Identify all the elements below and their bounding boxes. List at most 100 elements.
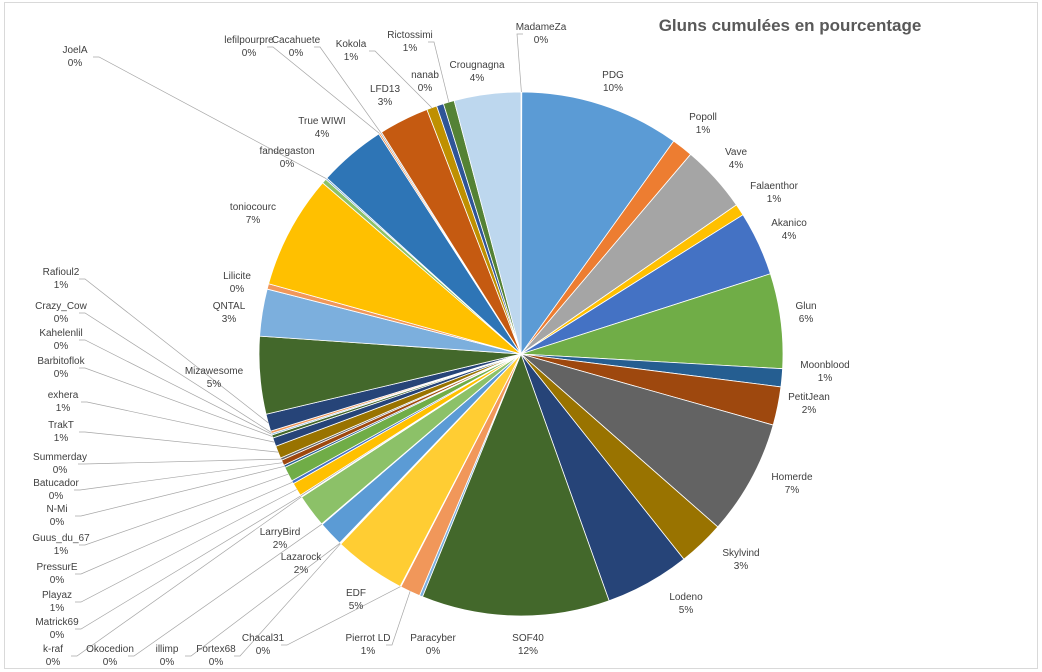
slice-label-percent: 7% <box>246 215 261 226</box>
slice-label-name: Kokola <box>336 39 367 50</box>
slice-label-percent: 3% <box>378 97 393 108</box>
leader-line-crazy-cow <box>79 312 272 433</box>
slice-label-name: fandegaston <box>259 146 314 157</box>
chart-title: Gluns cumulées en pourcentage <box>658 16 922 35</box>
slice-label-percent: 0% <box>160 657 175 668</box>
slice-label-name: Fortex68 <box>196 644 236 655</box>
slice-label-name: Guus_du_67 <box>32 533 90 544</box>
leader-line-rictossimi <box>428 41 450 103</box>
slice-label-name: Barbitoflok <box>37 356 85 367</box>
slice-label-percent: 4% <box>729 160 744 171</box>
slice-label-percent: 0% <box>242 48 257 59</box>
slice-label-percent: 1% <box>767 194 782 205</box>
slice-label-name: TrakT <box>48 420 74 431</box>
slice-label-name: Falaenthor <box>750 181 798 192</box>
leader-line-n-mi <box>75 465 285 517</box>
slice-label-percent: 3% <box>222 314 237 325</box>
slice-label-name: QNTAL <box>213 301 246 312</box>
leader-line-kokola <box>369 50 433 108</box>
slice-label-name: illimp <box>156 644 179 655</box>
leader-line-playaz <box>75 489 297 603</box>
leader-line-chacal31 <box>281 586 401 646</box>
slice-label-name: Batucador <box>33 478 79 489</box>
pie-slice-toniocourc <box>268 182 522 355</box>
slice-label-percent: 5% <box>207 379 222 390</box>
slice-label-name: Rafioul2 <box>43 267 80 278</box>
leader-line-pressure <box>75 481 293 575</box>
slice-label-percent: 2% <box>802 405 817 416</box>
slice-label-name: LFD13 <box>370 84 400 95</box>
leader-line-joela <box>93 56 327 180</box>
leader-line-rafioul2 <box>79 278 269 424</box>
slice-label-name: Rictossimi <box>387 30 433 41</box>
leader-line-exhera <box>81 401 275 443</box>
slice-label-percent: 0% <box>49 491 64 502</box>
slice-label-name: PetitJean <box>788 392 830 403</box>
slice-label-name: Paracyber <box>410 633 456 644</box>
slice-label-name: Moonblood <box>800 360 849 371</box>
slice-label-percent: 0% <box>230 284 245 295</box>
pie-slice-homerde <box>520 353 774 528</box>
leader-line-guus-du-67 <box>79 473 289 546</box>
slice-label-percent: 1% <box>54 433 69 444</box>
slice-label-percent: 0% <box>50 630 65 641</box>
slice-label-percent: 0% <box>54 341 69 352</box>
slice-label-name: lefilpourpre <box>224 35 274 46</box>
slice-labels: MadameZa 0% PDG 10% Popoll 1% Vave 4% Falaenthor… <box>32 22 849 668</box>
slice-label-percent: 1% <box>54 546 69 557</box>
leader-line-lefilpourpre <box>267 46 380 134</box>
slice-label-name: Popoll <box>689 112 717 123</box>
pie-slice-pdg <box>520 91 675 356</box>
slice-label-percent: 1% <box>361 646 376 657</box>
slice-label-name: k-raf <box>43 644 63 655</box>
pie-slice-sof40 <box>421 352 610 617</box>
slice-label-name: MadameZa <box>516 22 567 33</box>
slice-label-name: Cacahuete <box>272 35 321 46</box>
slice-label-percent: 0% <box>50 517 65 528</box>
slice-label-percent: 0% <box>54 369 69 380</box>
leader-line-batucador <box>74 462 283 491</box>
slice-label-name: JoelA <box>62 45 87 56</box>
slice-label-percent: 0% <box>256 646 271 657</box>
slice-label-name: Skylvind <box>722 548 759 559</box>
leader-lines <box>71 33 523 657</box>
slice-label-name: toniocourc <box>230 202 276 213</box>
slice-label-name: Kahelenlil <box>39 328 82 339</box>
slice-label-name: Okocedion <box>86 644 134 655</box>
leader-line-trakt <box>79 431 279 453</box>
slice-label-name: Matrick69 <box>35 617 79 628</box>
slice-label-name: Lilicite <box>223 271 251 282</box>
slice-label-percent: 1% <box>696 125 711 136</box>
leader-line-fortex68 <box>234 543 341 657</box>
slice-label-percent: 7% <box>785 485 800 496</box>
slice-label-percent: 1% <box>56 403 71 414</box>
chart-frame <box>4 2 1038 669</box>
slice-label-percent: 0% <box>54 314 69 325</box>
slice-label-percent: 4% <box>782 231 797 242</box>
slice-label-name: True WIWI <box>298 116 345 127</box>
slice-label-percent: 4% <box>470 73 485 84</box>
slice-label-percent: 4% <box>315 129 330 140</box>
leader-line-okocedion <box>128 523 323 657</box>
slice-label-name: Pierrot LD <box>345 633 390 644</box>
slice-label-percent: 1% <box>50 603 65 614</box>
slice-label-percent: 12% <box>518 646 538 657</box>
slice-label-name: Crazy_Cow <box>35 301 87 312</box>
slice-label-percent: 3% <box>734 561 749 572</box>
slice-label-percent: 0% <box>534 35 549 46</box>
slice-label-percent: 0% <box>209 657 224 668</box>
slice-label-name: Mizawesome <box>185 366 244 377</box>
leader-line-cacahuete <box>314 46 382 133</box>
slice-label-percent: 0% <box>50 575 65 586</box>
slice-label-name: SOF40 <box>512 633 544 644</box>
slice-label-percent: 0% <box>426 646 441 657</box>
slice-label-name: Vave <box>725 147 747 158</box>
slice-label-name: PressurE <box>36 562 77 573</box>
slice-label-name: nanab <box>411 70 439 81</box>
slice-label-percent: 0% <box>46 657 61 668</box>
pie-slices <box>258 91 784 617</box>
slice-label-name: Summerday <box>33 452 87 463</box>
pie-slice-crougnagna <box>453 91 522 355</box>
slice-label-percent: 2% <box>273 540 288 551</box>
